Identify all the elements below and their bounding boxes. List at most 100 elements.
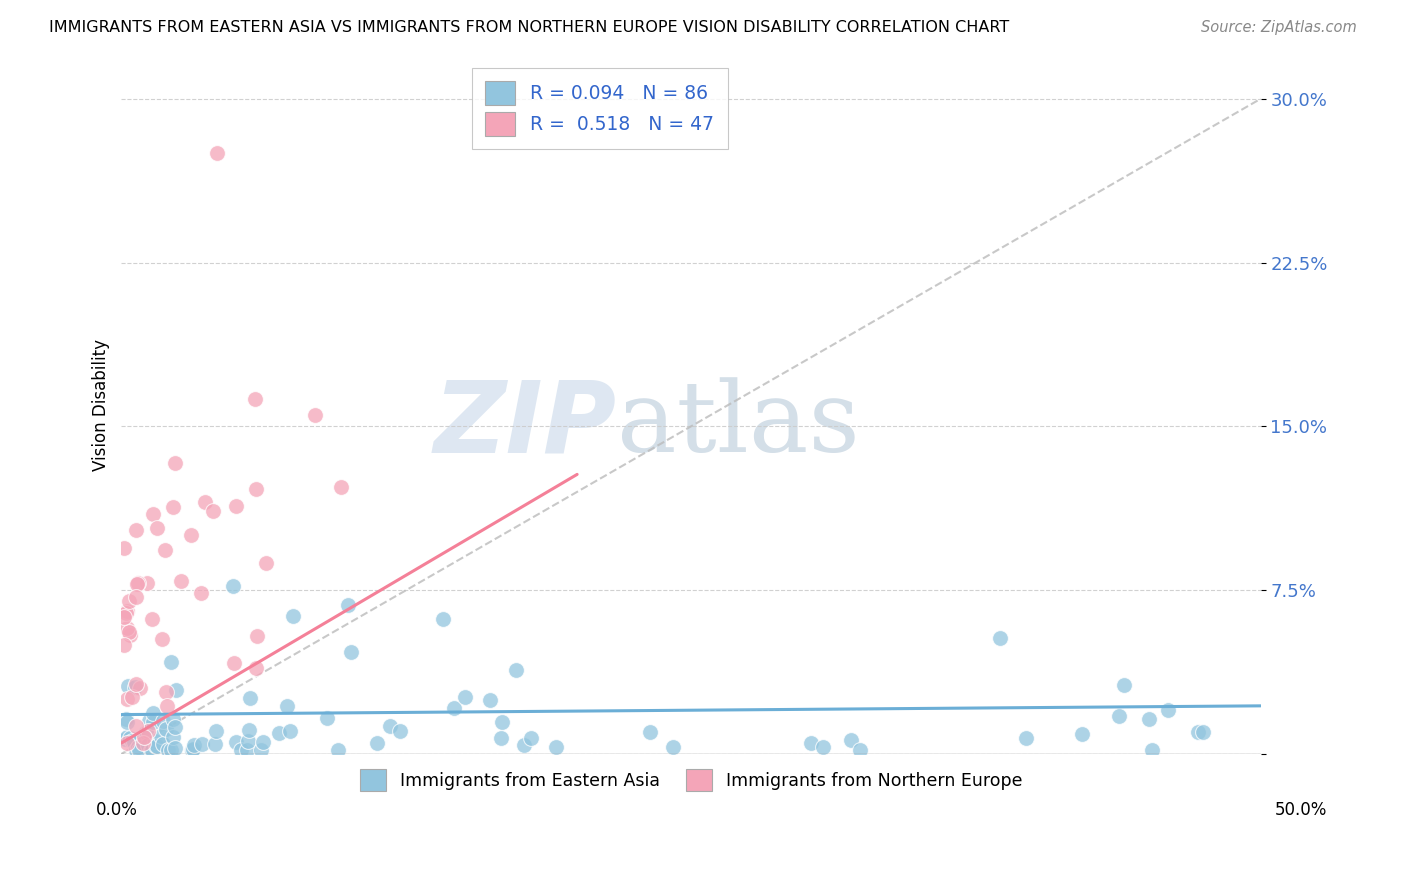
Point (118, 624, 141, 639)
Point (142, 706, 165, 720)
Point (180, 528, 202, 542)
Point (118, 731, 141, 745)
Point (122, 735, 145, 749)
Point (181, 741, 204, 756)
Point (115, 712, 138, 726)
Point (283, 609, 305, 624)
Point (142, 507, 165, 521)
Text: 0.0%: 0.0% (96, 801, 138, 819)
Point (155, 722, 177, 736)
Point (811, 740, 834, 755)
Point (337, 599, 360, 613)
Point (238, 734, 260, 748)
Text: atlas: atlas (617, 377, 859, 474)
Text: 50.0%: 50.0% (1275, 801, 1327, 819)
Point (136, 738, 159, 752)
Text: IMMIGRANTS FROM EASTERN ASIA VS IMMIGRANTS FROM NORTHERN EUROPE VISION DISABILIT: IMMIGRANTS FROM EASTERN ASIA VS IMMIGRAN… (49, 20, 1010, 35)
Point (139, 742, 162, 756)
Point (479, 692, 502, 706)
Point (156, 698, 179, 713)
Point (112, 638, 135, 652)
Point (544, 739, 567, 754)
Point (125, 719, 148, 733)
Point (1140, 742, 1163, 756)
Point (238, 723, 260, 737)
Legend: Immigrants from Eastern Asia, Immigrants from Northern Europe: Immigrants from Eastern Asia, Immigrants… (353, 763, 1029, 797)
Point (120, 628, 142, 642)
Point (118, 594, 141, 608)
Point (800, 736, 823, 750)
Point (115, 606, 138, 620)
Point (201, 504, 224, 518)
Point (115, 730, 138, 744)
Point (115, 735, 138, 749)
Point (254, 556, 277, 570)
Point (160, 742, 183, 756)
Point (366, 736, 388, 750)
Point (125, 677, 148, 691)
Text: Source: ZipAtlas.com: Source: ZipAtlas.com (1201, 20, 1357, 35)
Point (136, 723, 159, 738)
Point (112, 541, 135, 555)
Point (222, 579, 245, 593)
Point (117, 679, 139, 693)
Text: ZIP: ZIP (434, 377, 617, 474)
Point (432, 611, 454, 625)
Point (239, 691, 262, 706)
Point (129, 681, 152, 695)
Point (115, 621, 138, 635)
Point (134, 731, 156, 745)
Point (145, 521, 167, 535)
Point (162, 500, 184, 514)
Point (138, 714, 160, 728)
Point (115, 604, 138, 618)
Point (245, 660, 267, 674)
Point (121, 734, 143, 748)
Point (269, 726, 291, 740)
Point (125, 591, 148, 605)
Point (638, 725, 661, 739)
Point (661, 739, 683, 754)
Point (1015, 731, 1038, 745)
Point (181, 742, 204, 756)
Point (229, 742, 252, 756)
Point (1191, 725, 1213, 739)
Point (143, 734, 166, 748)
Point (163, 740, 186, 755)
Point (224, 657, 246, 671)
Point (162, 730, 184, 744)
Point (378, 719, 401, 733)
Point (1114, 678, 1136, 692)
Point (225, 499, 247, 513)
Point (328, 742, 350, 756)
Point (225, 735, 247, 749)
Point (141, 612, 163, 626)
Point (204, 737, 226, 751)
Point (121, 690, 143, 704)
Point (152, 738, 174, 752)
Point (1108, 708, 1130, 723)
Point (125, 577, 148, 591)
Point (135, 575, 157, 590)
Point (205, 146, 228, 161)
Point (304, 409, 326, 423)
Point (491, 715, 513, 730)
Point (235, 742, 257, 756)
Point (278, 723, 301, 738)
Y-axis label: Vision Disability: Vision Disability (93, 338, 110, 470)
Point (132, 736, 155, 750)
Point (124, 523, 146, 537)
Point (194, 495, 217, 509)
Point (329, 480, 352, 494)
Point (849, 742, 872, 756)
Point (190, 585, 212, 599)
Point (388, 724, 411, 739)
Point (191, 737, 214, 751)
Point (146, 739, 169, 753)
Point (112, 610, 135, 624)
Point (315, 711, 337, 725)
Point (155, 685, 177, 699)
Point (153, 543, 176, 558)
Point (162, 712, 184, 726)
Point (157, 742, 180, 756)
